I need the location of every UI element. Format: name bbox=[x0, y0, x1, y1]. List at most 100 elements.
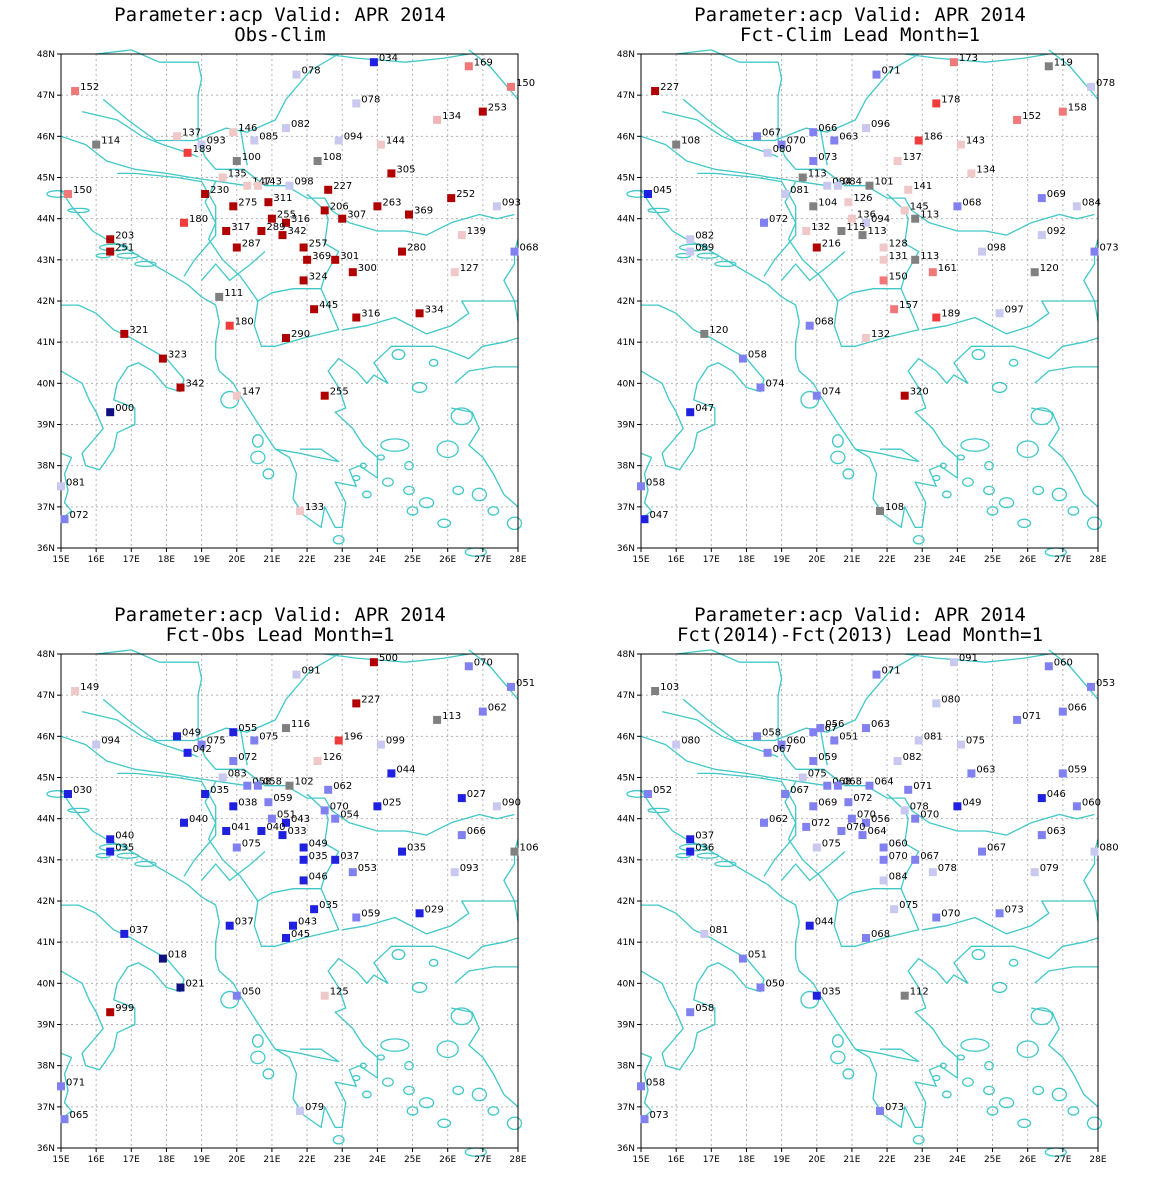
station-marker bbox=[398, 247, 406, 256]
station-marker bbox=[904, 785, 913, 794]
station-marker bbox=[218, 773, 227, 782]
station-value-label: 135 bbox=[228, 169, 247, 180]
x-tick-label: 21E bbox=[263, 1155, 280, 1165]
coastline bbox=[342, 900, 518, 935]
island-outline bbox=[251, 1034, 264, 1048]
coastline bbox=[60, 789, 241, 997]
station-value-label: 120 bbox=[1040, 263, 1059, 274]
station-value-label: 059 bbox=[1068, 764, 1087, 775]
coastline bbox=[676, 49, 1095, 236]
station-value-label: 093 bbox=[207, 136, 226, 147]
island-outline bbox=[487, 1106, 500, 1116]
x-tick-label: 15E bbox=[632, 1155, 649, 1165]
station-map: 15E 16E 17E 18E 19E 20E 21E 22E 23E 24E 25E 26E 27E 2… bbox=[617, 649, 1119, 1165]
station-value-label: 080 bbox=[681, 736, 700, 747]
station-marker bbox=[686, 1008, 695, 1017]
station-marker bbox=[756, 383, 765, 392]
station-marker bbox=[492, 802, 501, 811]
y-tick-label: 48N bbox=[617, 50, 635, 60]
station-value-label: 113 bbox=[920, 210, 939, 221]
station-marker bbox=[1087, 682, 1095, 691]
station-marker bbox=[932, 913, 941, 922]
station-value-label: 084 bbox=[1082, 197, 1101, 208]
station-value-label: 018 bbox=[168, 950, 187, 961]
coastline bbox=[239, 345, 448, 529]
station-marker bbox=[253, 181, 262, 190]
station-marker bbox=[879, 876, 888, 885]
station-value-label: 035 bbox=[822, 987, 841, 998]
island-outline bbox=[450, 407, 473, 426]
station-marker bbox=[893, 757, 902, 765]
station-value-label: 093 bbox=[460, 863, 479, 874]
station-marker bbox=[173, 132, 181, 141]
station-value-label: 065 bbox=[70, 1110, 89, 1121]
station-marker bbox=[862, 124, 870, 133]
x-tick-label: 19E bbox=[193, 1155, 210, 1165]
y-tick-label: 37N bbox=[37, 503, 55, 513]
y-tick-label: 39N bbox=[37, 421, 55, 431]
station-marker bbox=[862, 934, 870, 942]
station-marker bbox=[478, 107, 487, 116]
y-tick-label: 44N bbox=[617, 215, 635, 225]
station-marker bbox=[640, 1115, 649, 1124]
station-marker bbox=[369, 658, 378, 667]
station-marker bbox=[949, 658, 958, 667]
station-marker bbox=[805, 321, 814, 330]
x-tick-label: 25E bbox=[404, 555, 421, 565]
island-outline bbox=[418, 1097, 435, 1109]
station-value-label: 073 bbox=[885, 1102, 904, 1113]
station-marker bbox=[1090, 247, 1099, 256]
station-value-label: 321 bbox=[129, 325, 148, 336]
y-tick-label: 38N bbox=[617, 462, 635, 472]
station-marker bbox=[700, 329, 709, 338]
station-value-label: 094 bbox=[871, 214, 890, 225]
station-marker bbox=[120, 929, 129, 938]
station-value-label: 078 bbox=[361, 94, 380, 105]
station-marker bbox=[176, 383, 185, 392]
y-tick-label: 37N bbox=[617, 503, 635, 513]
station-value-label: 112 bbox=[910, 987, 929, 998]
station-value-label: 131 bbox=[889, 251, 908, 262]
x-tick-label: 16E bbox=[668, 555, 685, 565]
coastline bbox=[60, 735, 248, 787]
station-marker bbox=[837, 227, 846, 235]
station-marker bbox=[1037, 231, 1046, 240]
x-tick-label: 22E bbox=[299, 555, 316, 565]
x-tick-label: 27E bbox=[474, 555, 491, 565]
coastline bbox=[324, 53, 469, 63]
station-marker bbox=[282, 724, 290, 733]
station-value-label: 080 bbox=[941, 694, 960, 705]
y-tick-label: 45N bbox=[37, 174, 55, 184]
island-outline bbox=[418, 497, 435, 509]
panel-subtitle: Fct(2014)-Fct(2013) Lead Month=1 bbox=[676, 624, 1044, 646]
y-tick-label: 45N bbox=[617, 174, 635, 184]
station-value-label: 082 bbox=[903, 752, 922, 763]
island-outline bbox=[452, 1085, 465, 1096]
coastline bbox=[922, 300, 1098, 335]
coastline bbox=[819, 727, 828, 766]
station-value-label: 073 bbox=[1005, 904, 1024, 915]
station-value-label: 037 bbox=[695, 830, 714, 841]
island-outline bbox=[134, 260, 157, 268]
station-marker bbox=[756, 983, 765, 992]
station-value-label: 070 bbox=[857, 810, 876, 821]
station-value-label: 083 bbox=[228, 769, 247, 780]
station-value-label: 186 bbox=[924, 132, 943, 143]
station-value-label: 035 bbox=[407, 843, 426, 854]
station-value-label: 069 bbox=[1047, 189, 1066, 200]
island-outline bbox=[361, 1090, 372, 1099]
y-tick-label: 37N bbox=[617, 1103, 635, 1113]
station-marker bbox=[844, 198, 853, 207]
island-outline bbox=[95, 253, 111, 259]
x-tick-label: 18E bbox=[738, 1155, 755, 1165]
station-value-label: 051 bbox=[839, 732, 858, 743]
x-tick-label: 16E bbox=[88, 1155, 105, 1165]
y-tick-label: 40N bbox=[37, 979, 55, 989]
station-marker bbox=[953, 202, 962, 211]
island-outline bbox=[675, 853, 691, 859]
island-outline bbox=[380, 1038, 410, 1052]
station-marker bbox=[320, 206, 329, 215]
